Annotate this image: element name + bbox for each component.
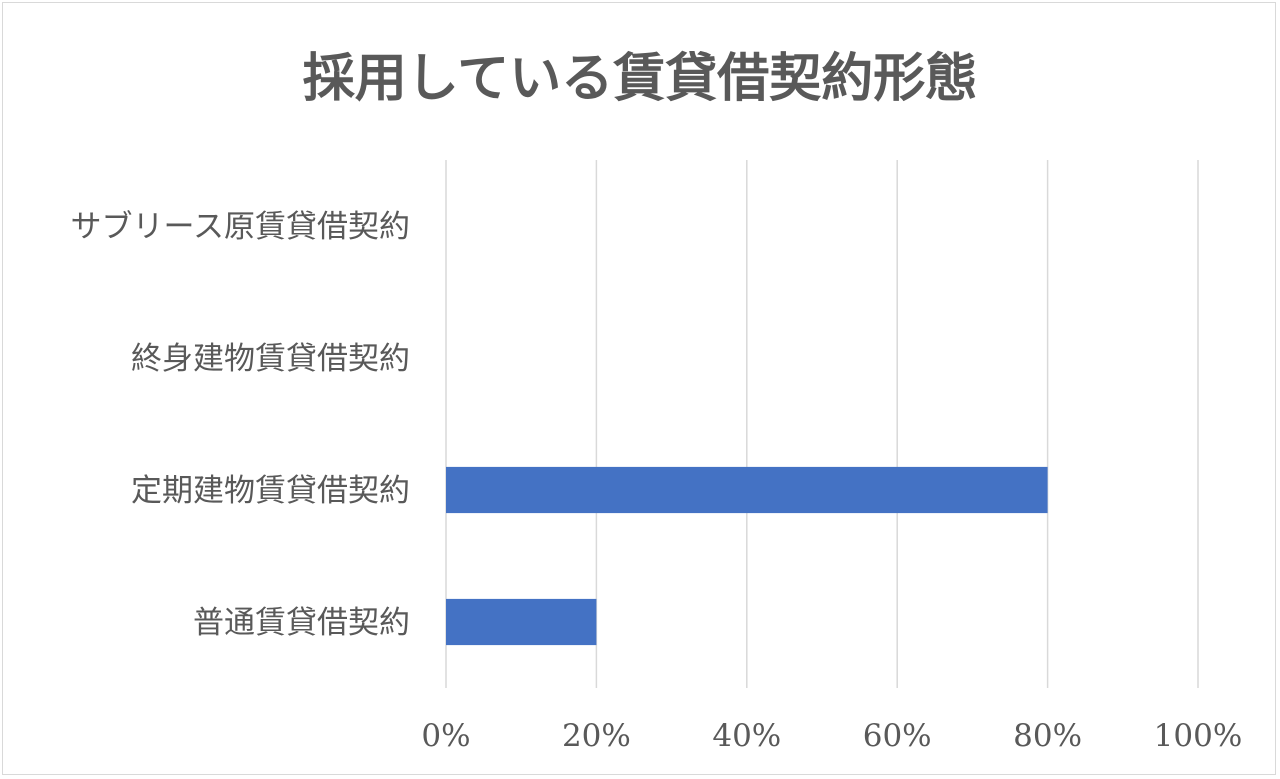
bars: [446, 466, 1048, 646]
chart-title: 採用している賃貸借契約形態: [303, 49, 977, 109]
x-tick-labels: 0% 20% 40% 60% 80% 100%: [421, 718, 1242, 754]
bar: [446, 598, 597, 646]
x-tick-label: 100%: [1154, 718, 1243, 754]
category-label: 普通賃貸借契約: [193, 605, 410, 641]
x-tick-label: 20%: [562, 718, 631, 754]
x-tick-label: 80%: [1013, 718, 1082, 754]
category-label: サブリース原賃貸借契約: [71, 209, 410, 245]
bar: [446, 466, 1048, 514]
x-tick-label: 60%: [863, 718, 932, 754]
x-tick-label: 40%: [712, 718, 781, 754]
category-label: 終身建物賃貸借契約: [131, 341, 410, 377]
x-tick-label: 0%: [421, 718, 470, 754]
category-label: 定期建物賃貸借契約: [131, 473, 410, 509]
